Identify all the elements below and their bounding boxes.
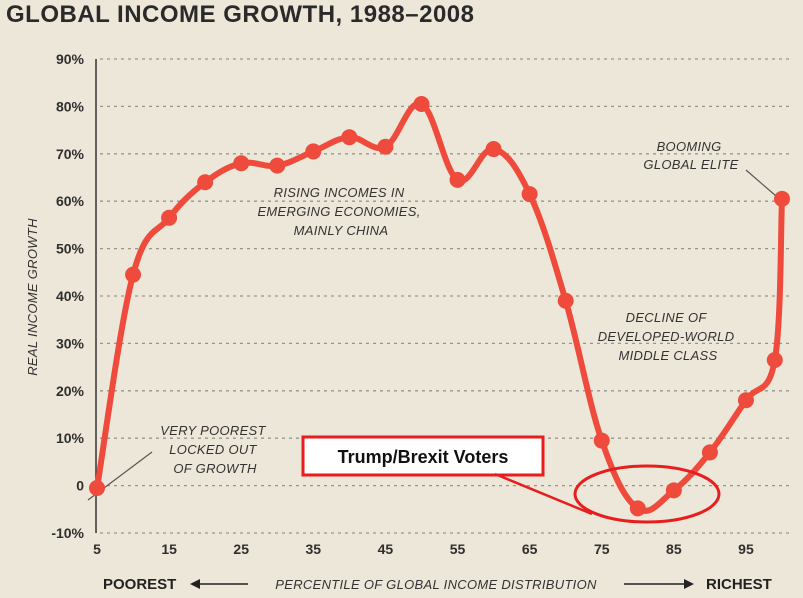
y-tick-label: 40% [56,288,85,304]
data-point [269,157,286,174]
callout-label: Trump/Brexit Voters [338,447,509,467]
y-tick-label: 50% [56,241,85,257]
data-points [89,96,790,517]
x-tick-label: 95 [738,541,754,557]
x-tick-labels: 5 15 25 35 45 55 65 75 85 95 [93,541,754,557]
y-tick-label: 10% [56,430,85,446]
data-point [629,500,646,517]
trump-brexit-callout: Trump/Brexit Voters [301,435,721,524]
data-point [593,432,610,449]
data-point [701,444,718,461]
y-tick-label: 30% [56,335,85,351]
x-tick-label: 15 [161,541,177,557]
data-point [557,292,574,309]
x-tick-label: 5 [93,541,101,557]
y-axis-label: REAL INCOME GROWTH [25,218,40,376]
data-point [89,479,105,496]
data-point [521,186,538,203]
x-tick-label: 45 [378,541,394,557]
y-tick-label: 70% [56,146,85,162]
x-left-label: POOREST [103,576,176,593]
annotation-booming: BOOMING GLOBAL ELITE [643,139,738,172]
y-tick-label: 60% [56,193,85,209]
y-tick-label: 80% [56,98,85,114]
left-arrow [190,579,248,589]
callout-pointer [494,472,593,516]
y-tick-label: 20% [56,383,85,399]
y-tick-label: 0 [76,478,84,494]
elite-leader-line [745,169,777,197]
x-tick-label: 65 [522,541,538,557]
x-axis-label: PERCENTILE OF GLOBAL INCOME DISTRIBUTION [275,577,597,592]
data-point [233,155,250,172]
right-arrow [624,579,694,589]
y-tick-label: 90% [56,51,85,67]
annotation-poorest: VERY POOREST LOCKED OUT OF GROWTH [160,423,269,476]
data-point [413,96,430,113]
data-point [341,129,358,146]
x-tick-label: 25 [233,541,249,557]
data-point [161,209,178,226]
data-point [125,266,142,283]
y-tick-labels: -10% 0 10% 20% 30% 40% 50% 60% 70% 80% 90% [51,51,84,541]
data-point [665,482,682,499]
x-tick-label: 35 [306,541,322,557]
data-point [485,141,502,158]
x-tick-label: 75 [594,541,610,557]
callout-box [301,435,545,477]
data-point [737,392,754,409]
chart-title: GLOBAL INCOME GROWTH, 1988–2008 [6,1,475,28]
annotation-rising: RISING INCOMES IN EMERGING ECONOMIES, MA… [257,185,424,238]
y-tick-label: -10% [51,525,84,541]
data-point [766,351,783,368]
x-tick-label: 85 [666,541,682,557]
callout-ellipse [573,464,721,524]
data-point [449,171,466,188]
x-right-label: RICHEST [706,576,772,593]
data-point [774,190,790,207]
annotation-decline: DECLINE OF DEVELOPED-WORLD MIDDLE CLASS [598,310,739,363]
data-point [197,174,214,191]
data-point [305,143,322,160]
x-tick-label: 55 [450,541,466,557]
data-point [377,138,394,155]
